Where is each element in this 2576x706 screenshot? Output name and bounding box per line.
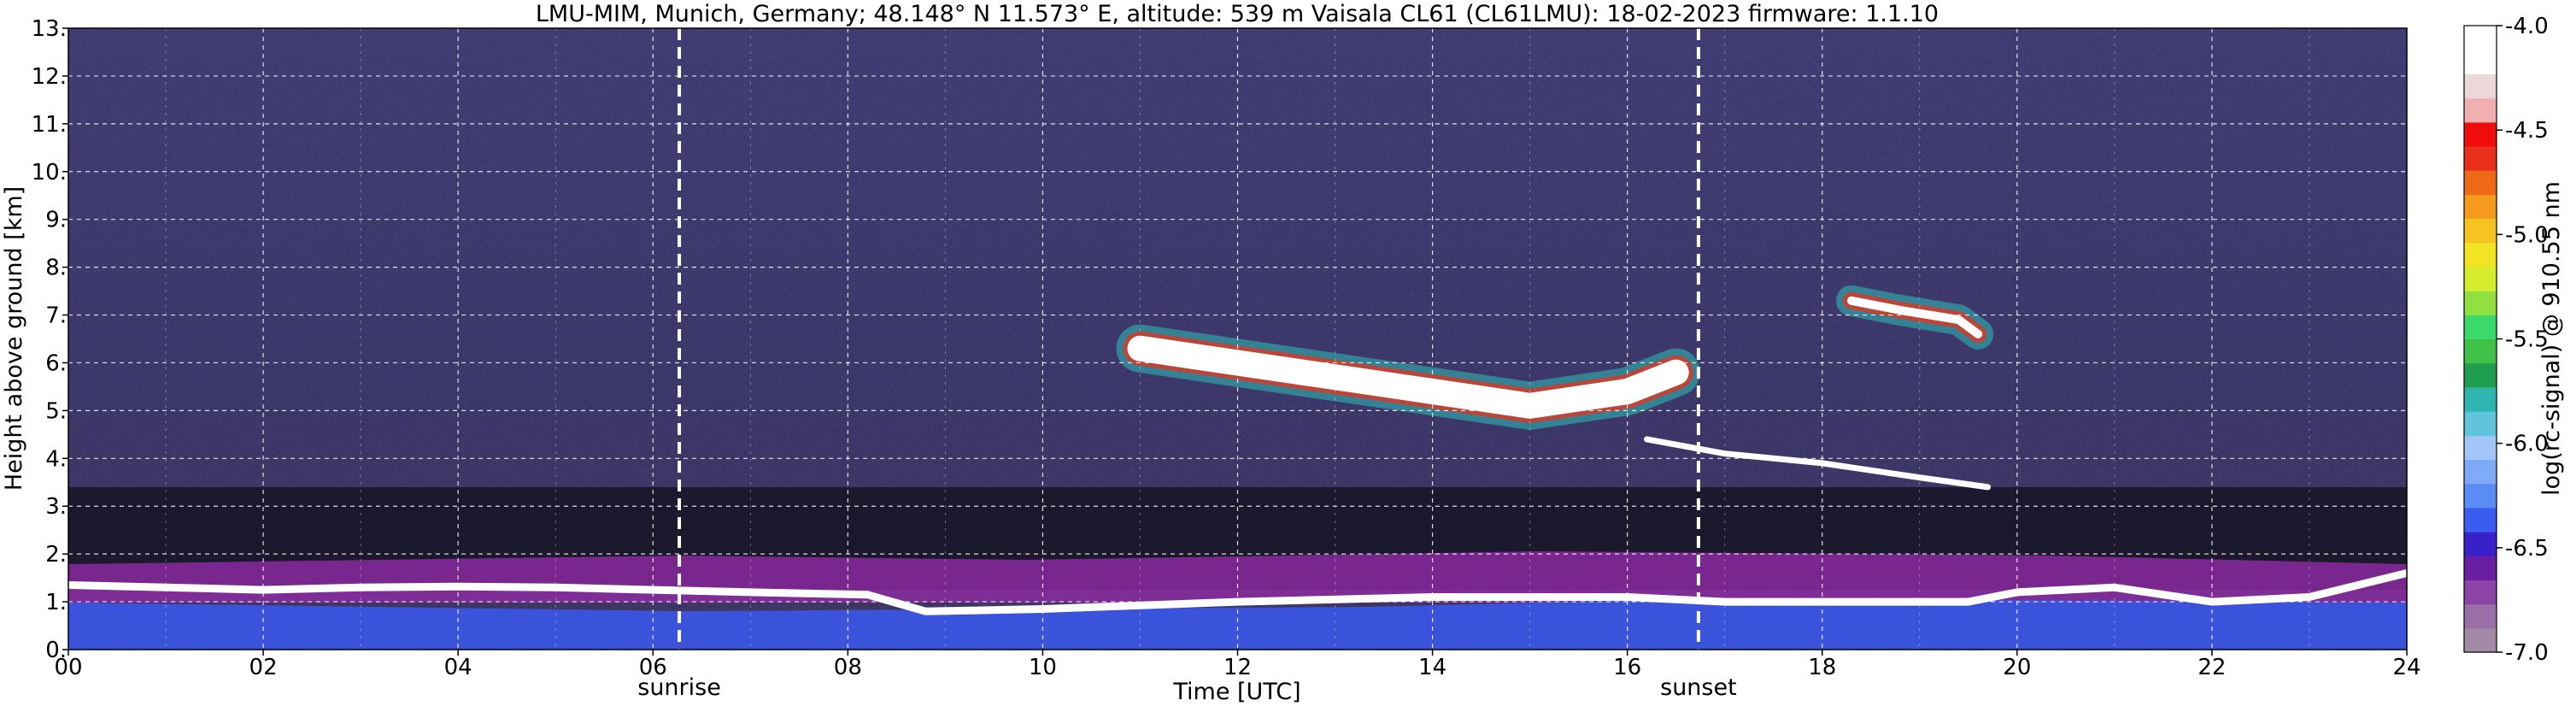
y-tick-label: 6. [45, 350, 67, 376]
colorbar-segment [2464, 411, 2497, 436]
colorbar-segment [2464, 580, 2497, 605]
colorbar-segment [2464, 459, 2497, 485]
colorbar-tick-label: -4.5 [2505, 118, 2549, 144]
x-tick-label: 08 [834, 655, 862, 680]
colorbar-segment [2464, 26, 2497, 50]
y-tick-label: 1. [45, 590, 67, 615]
colorbar-label: log(rc-signal) @ 910.55 nm [2538, 181, 2565, 496]
y-tick-label: 4. [45, 446, 67, 472]
colorbar-segment [2464, 338, 2497, 364]
y-tick-label: 7. [45, 303, 67, 329]
y-tick-label: 12. [32, 64, 67, 90]
x-axis-label: Time [UTC] [1172, 679, 1300, 705]
colorbar-segment [2464, 362, 2497, 388]
y-tick-label: 11. [32, 112, 67, 138]
y-tick-label: 9. [45, 208, 67, 233]
colorbar-segment [2464, 556, 2497, 581]
colorbar-segment [2464, 315, 2497, 340]
colorbar-tick-label: -7.0 [2505, 640, 2549, 666]
colorbar-segment [2464, 435, 2497, 461]
colorbar-tick-label: -4.0 [2505, 14, 2549, 39]
colorbar-segment [2464, 603, 2497, 629]
x-tick-label: 10 [1029, 655, 1057, 680]
colorbar-segment [2464, 507, 2497, 532]
colorbar: -7.0 -6.5 -6.0 -5.5 -5.0 -4.5 -4.0 [2463, 14, 2549, 666]
x-tick-label: 02 [249, 655, 278, 680]
marker-label-sunset: sunset [1660, 674, 1737, 701]
y-tick-label: 5. [45, 398, 67, 424]
x-tick-label: 24 [2392, 655, 2421, 680]
x-tick-label: 14 [1418, 655, 1446, 680]
x-tick-label: 16 [1613, 655, 1641, 680]
colorbar-segment [2464, 627, 2497, 653]
colorbar-segment [2464, 266, 2497, 291]
y-tick-label: 0. [45, 638, 67, 663]
colorbar-tick-label: -5.5 [2505, 327, 2549, 353]
colorbar-segment [2464, 532, 2497, 556]
x-tick-label: 20 [2003, 655, 2031, 680]
colorbar-segment [2464, 170, 2497, 195]
x-axis: 00 02 04 06 08 10 12 14 16 18 20 22 24 [54, 650, 2421, 680]
feature-boundary-layer [68, 569, 2407, 615]
colorbar-segment [2464, 291, 2497, 315]
colorbar-segment [2464, 242, 2497, 268]
colorbar-segment [2464, 194, 2497, 220]
x-tick-label: 04 [444, 655, 472, 680]
colorbar-tick-label: -6.0 [2505, 432, 2549, 457]
colorbar-segment [2464, 121, 2497, 147]
y-axis-label: Height above ground [km] [1, 186, 27, 491]
colorbar-segment [2464, 483, 2497, 509]
y-tick-label: 3. [45, 494, 67, 520]
chart-title: LMU-MIM, Munich, Germany; 48.148° N 11.5… [536, 1, 1939, 27]
y-tick-label: 10. [32, 160, 67, 185]
x-tick-label: 18 [1808, 655, 1836, 680]
x-tick-label: 12 [1223, 655, 1252, 680]
feature-upper-cloud [1847, 296, 1983, 338]
colorbar-segment [2464, 386, 2497, 412]
colorbar-segment [2464, 50, 2497, 74]
x-tick-label: 00 [54, 655, 82, 680]
x-tick-label: 22 [2198, 655, 2226, 680]
colorbar-segment [2464, 97, 2497, 123]
colorbar-tick-label: -5.0 [2505, 222, 2549, 248]
marker-label-sunrise: sunrise [637, 674, 721, 701]
colorbar-segment [2464, 145, 2497, 171]
solar-markers: sunrise sunset [637, 28, 1737, 701]
grid [68, 28, 2407, 650]
y-axis: 0. 1. 2. 3. 4. 5. 6. 7. 8. 9. 10. 11. 12. 13. [32, 16, 68, 663]
y-tick-label: 8. [45, 256, 67, 281]
colorbar-tick-label: -6.5 [2505, 536, 2549, 562]
colorbar-segment [2464, 74, 2497, 99]
colorbar-segment [2464, 218, 2497, 244]
y-tick-label: 2. [45, 542, 67, 568]
y-tick-label: 13. [32, 16, 67, 42]
x-tick-label: 06 [639, 655, 667, 680]
